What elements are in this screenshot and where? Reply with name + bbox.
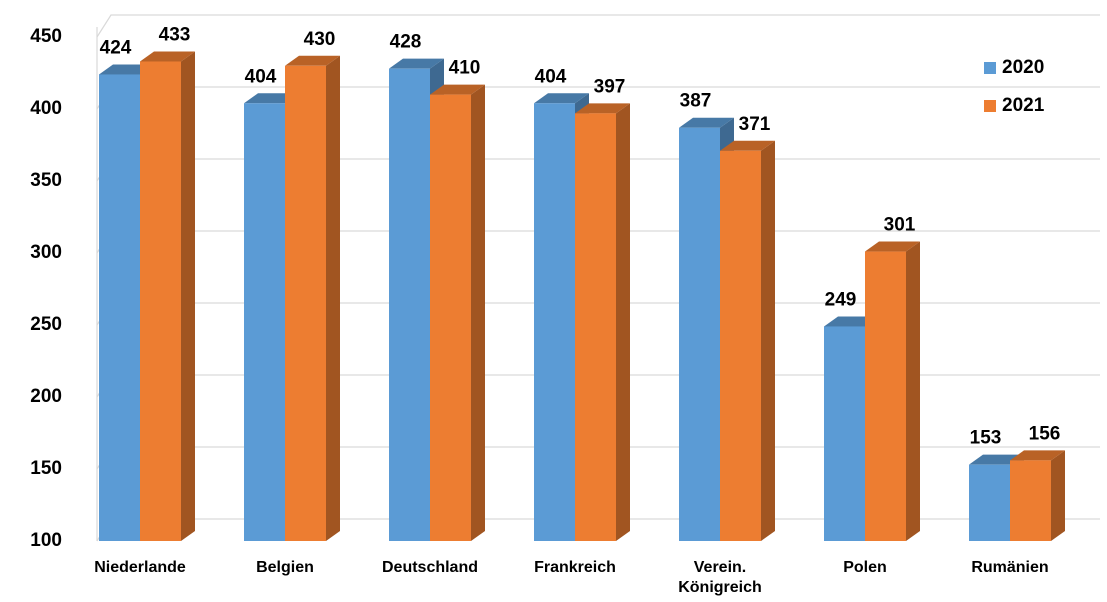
value-label: 153 [970, 428, 1002, 449]
value-label: 428 [390, 32, 422, 53]
bar-front [1010, 460, 1051, 541]
y-tick-label: 150 [30, 458, 62, 479]
legend-swatch [984, 62, 996, 74]
x-tick-label: Belgien [256, 559, 314, 576]
y-tick-label: 300 [30, 242, 62, 263]
bar [720, 140, 775, 541]
bar-front [865, 251, 906, 541]
legend-label: 2020 [1002, 57, 1044, 78]
bar-top [389, 58, 444, 69]
bar-side [906, 241, 920, 541]
bar-front [244, 103, 285, 542]
x-tick-label: Frankreich [534, 559, 616, 576]
value-label: 404 [245, 66, 277, 87]
bar-side [326, 55, 340, 542]
x-tick-label: Deutschland [382, 559, 478, 576]
value-label: 301 [884, 215, 916, 236]
value-label: 410 [449, 58, 481, 79]
y-tick-label: 400 [30, 98, 62, 119]
bar-top [865, 241, 920, 252]
value-label: 397 [594, 76, 626, 97]
bar-top [679, 117, 734, 128]
bar-top [1010, 450, 1065, 461]
bar-top [140, 51, 195, 62]
value-label: 430 [304, 29, 336, 50]
value-label: 371 [739, 114, 771, 135]
bar-front [824, 326, 865, 541]
bar-top [285, 55, 340, 66]
bar-side [471, 84, 485, 541]
x-tick-label: Rumänien [971, 559, 1048, 576]
bar-front [534, 103, 575, 542]
x-tick-label: Polen [843, 559, 887, 576]
bar-front [389, 68, 430, 542]
x-tick-line: Verein. [694, 559, 746, 576]
value-label: 424 [100, 37, 132, 58]
bar-front [430, 94, 471, 541]
bar [575, 103, 630, 541]
legend-label: 2021 [1002, 95, 1045, 116]
bar [285, 55, 340, 542]
x-tick-label: Verein. Königreich [678, 559, 762, 596]
bar [1010, 450, 1065, 541]
bar [140, 51, 195, 541]
bar-front [575, 113, 616, 541]
bar-side [761, 140, 775, 541]
y-tick-label: 250 [30, 314, 62, 335]
bar-side [1051, 450, 1065, 541]
bar-front [285, 65, 326, 542]
value-label: 387 [680, 91, 712, 112]
y-tick-label: 450 [30, 26, 62, 47]
value-label: 156 [1029, 423, 1061, 444]
bar [865, 241, 920, 541]
y-tick-label: 200 [30, 386, 62, 407]
legend-swatch [984, 100, 996, 112]
bar-front [969, 464, 1010, 541]
bar-front [99, 74, 140, 541]
bar-front [720, 150, 761, 541]
bar-top [720, 140, 775, 151]
bar-front [679, 127, 720, 541]
bar-top [534, 93, 589, 104]
bar-side [616, 103, 630, 541]
bar-side [181, 51, 195, 541]
y-tick-label: 350 [30, 170, 62, 191]
bar-front [140, 61, 181, 541]
bar-top [430, 84, 485, 95]
x-tick-label: Niederlande [94, 559, 186, 576]
value-label: 249 [825, 289, 857, 310]
x-tick-line: Königreich [678, 579, 762, 596]
y-tick-label: 100 [30, 530, 62, 551]
grid-line [96, 14, 1100, 38]
bar [430, 84, 485, 541]
bar-top [575, 103, 630, 114]
value-label: 433 [159, 24, 191, 45]
value-label: 404 [535, 66, 567, 87]
